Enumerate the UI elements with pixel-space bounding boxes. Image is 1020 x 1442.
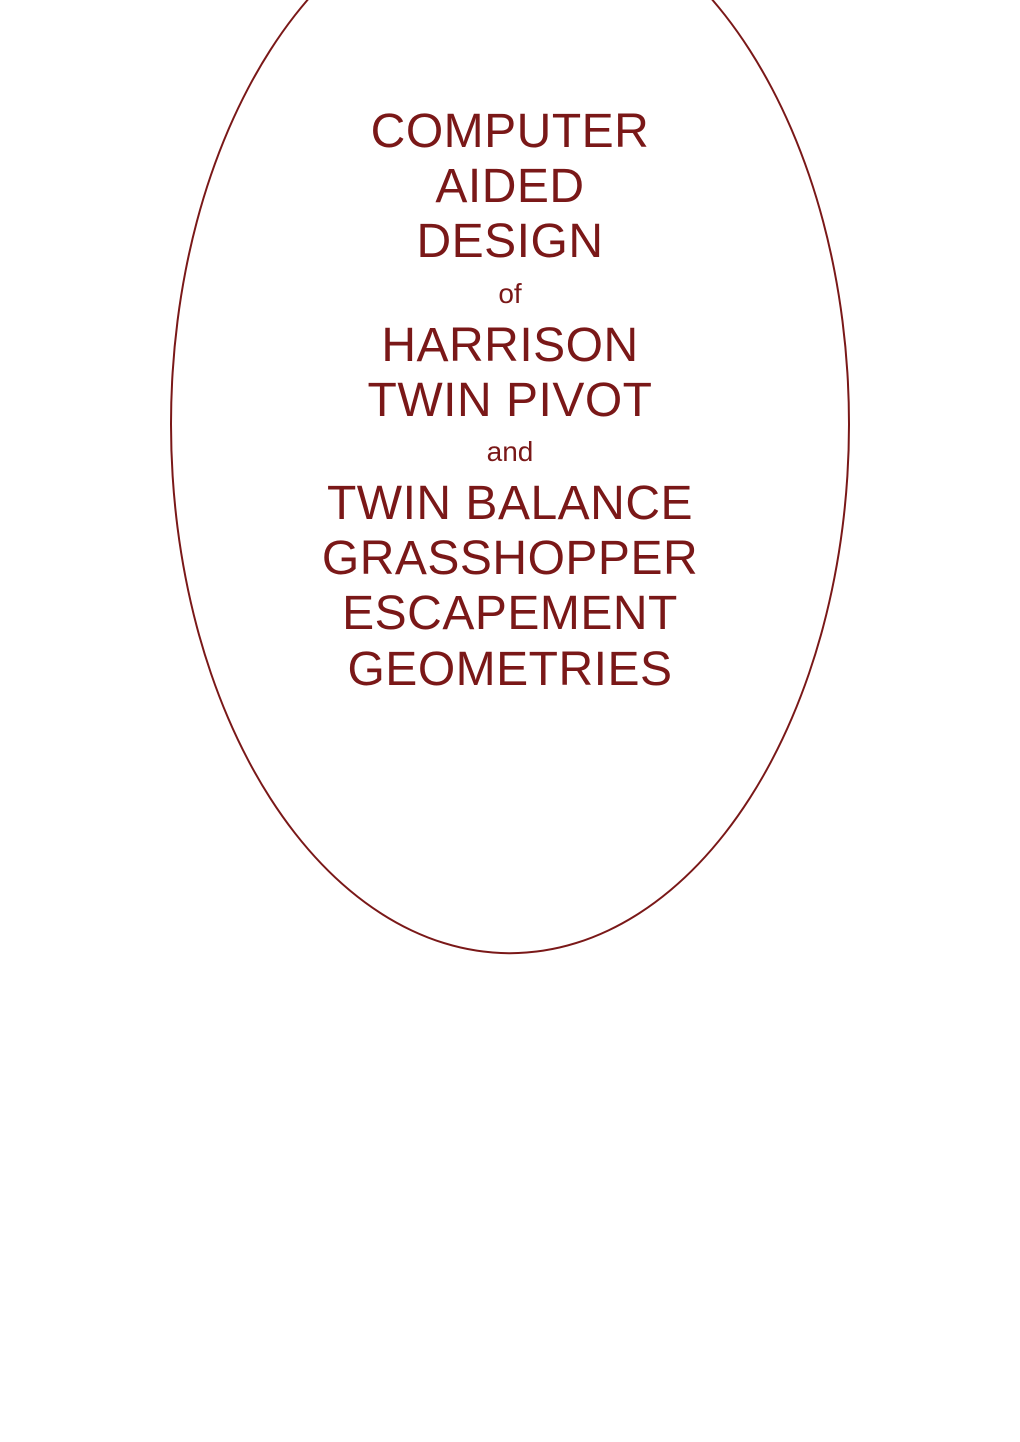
title-line-9: GRASSHOPPER [170, 531, 850, 586]
title-line-2: AIDED [170, 159, 850, 214]
cover-ellipse-container: COMPUTER AIDED DESIGN of HARRISON TWIN P… [170, 0, 850, 954]
title-line-6: TWIN PIVOT [170, 373, 850, 428]
cover-text-content: COMPUTER AIDED DESIGN of HARRISON TWIN P… [170, 104, 850, 697]
title-line-5: HARRISON [170, 318, 850, 373]
title-connector-and: and [170, 430, 850, 474]
title-connector-of: of [170, 272, 850, 316]
title-line-11: GEOMETRIES [170, 642, 850, 697]
title-line-10: ESCAPEMENT [170, 587, 850, 642]
title-line-1: COMPUTER [170, 104, 850, 159]
title-line-8: TWIN BALANCE [170, 476, 850, 531]
title-line-3: DESIGN [170, 215, 850, 270]
